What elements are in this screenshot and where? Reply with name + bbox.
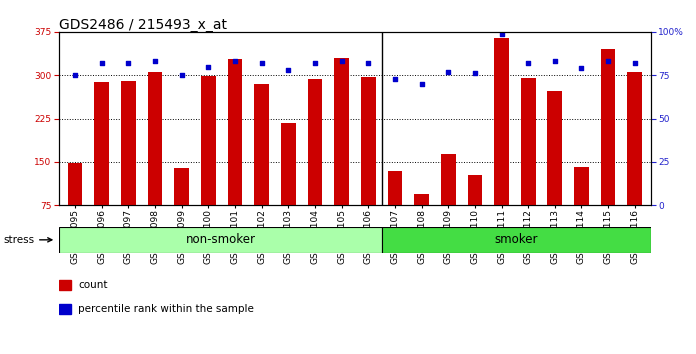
Point xyxy=(150,58,161,64)
Bar xyxy=(548,91,562,205)
Point xyxy=(629,60,640,66)
Point xyxy=(230,58,241,64)
Point xyxy=(549,58,560,64)
Text: non-smoker: non-smoker xyxy=(186,233,255,246)
Point xyxy=(603,58,614,64)
Bar xyxy=(68,163,83,205)
Bar xyxy=(308,79,322,205)
Bar xyxy=(175,168,189,205)
Point xyxy=(336,58,347,64)
Point xyxy=(283,67,294,73)
Bar xyxy=(521,78,535,205)
Bar xyxy=(95,82,109,205)
Bar xyxy=(148,72,162,205)
Point xyxy=(96,60,107,66)
Point xyxy=(496,31,507,36)
Bar xyxy=(494,38,509,205)
Bar xyxy=(361,77,376,205)
Bar xyxy=(201,76,216,205)
Bar xyxy=(59,304,72,314)
Point xyxy=(310,60,321,66)
Bar xyxy=(121,81,136,205)
Bar xyxy=(59,227,382,253)
Bar xyxy=(281,122,296,205)
Text: smoker: smoker xyxy=(495,233,538,246)
Point xyxy=(256,60,267,66)
Point xyxy=(576,65,587,71)
Bar xyxy=(627,72,642,205)
Text: GDS2486 / 215493_x_at: GDS2486 / 215493_x_at xyxy=(59,18,227,32)
Point xyxy=(363,60,374,66)
Point xyxy=(443,69,454,75)
Point xyxy=(523,60,534,66)
Point xyxy=(176,73,187,78)
Bar xyxy=(574,167,589,205)
Point xyxy=(203,64,214,69)
Bar xyxy=(468,175,482,205)
Point xyxy=(416,81,427,87)
Bar xyxy=(388,171,402,205)
Bar xyxy=(254,85,269,205)
Text: stress: stress xyxy=(3,235,52,245)
Point xyxy=(389,76,400,81)
Text: percentile rank within the sample: percentile rank within the sample xyxy=(79,304,254,314)
Bar xyxy=(382,227,651,253)
Bar xyxy=(441,154,456,205)
Bar xyxy=(59,280,72,290)
Bar xyxy=(414,194,429,205)
Bar xyxy=(334,58,349,205)
Point xyxy=(469,71,480,76)
Text: count: count xyxy=(79,280,108,290)
Bar xyxy=(228,59,242,205)
Bar xyxy=(601,49,615,205)
Point xyxy=(123,60,134,66)
Point xyxy=(70,73,81,78)
